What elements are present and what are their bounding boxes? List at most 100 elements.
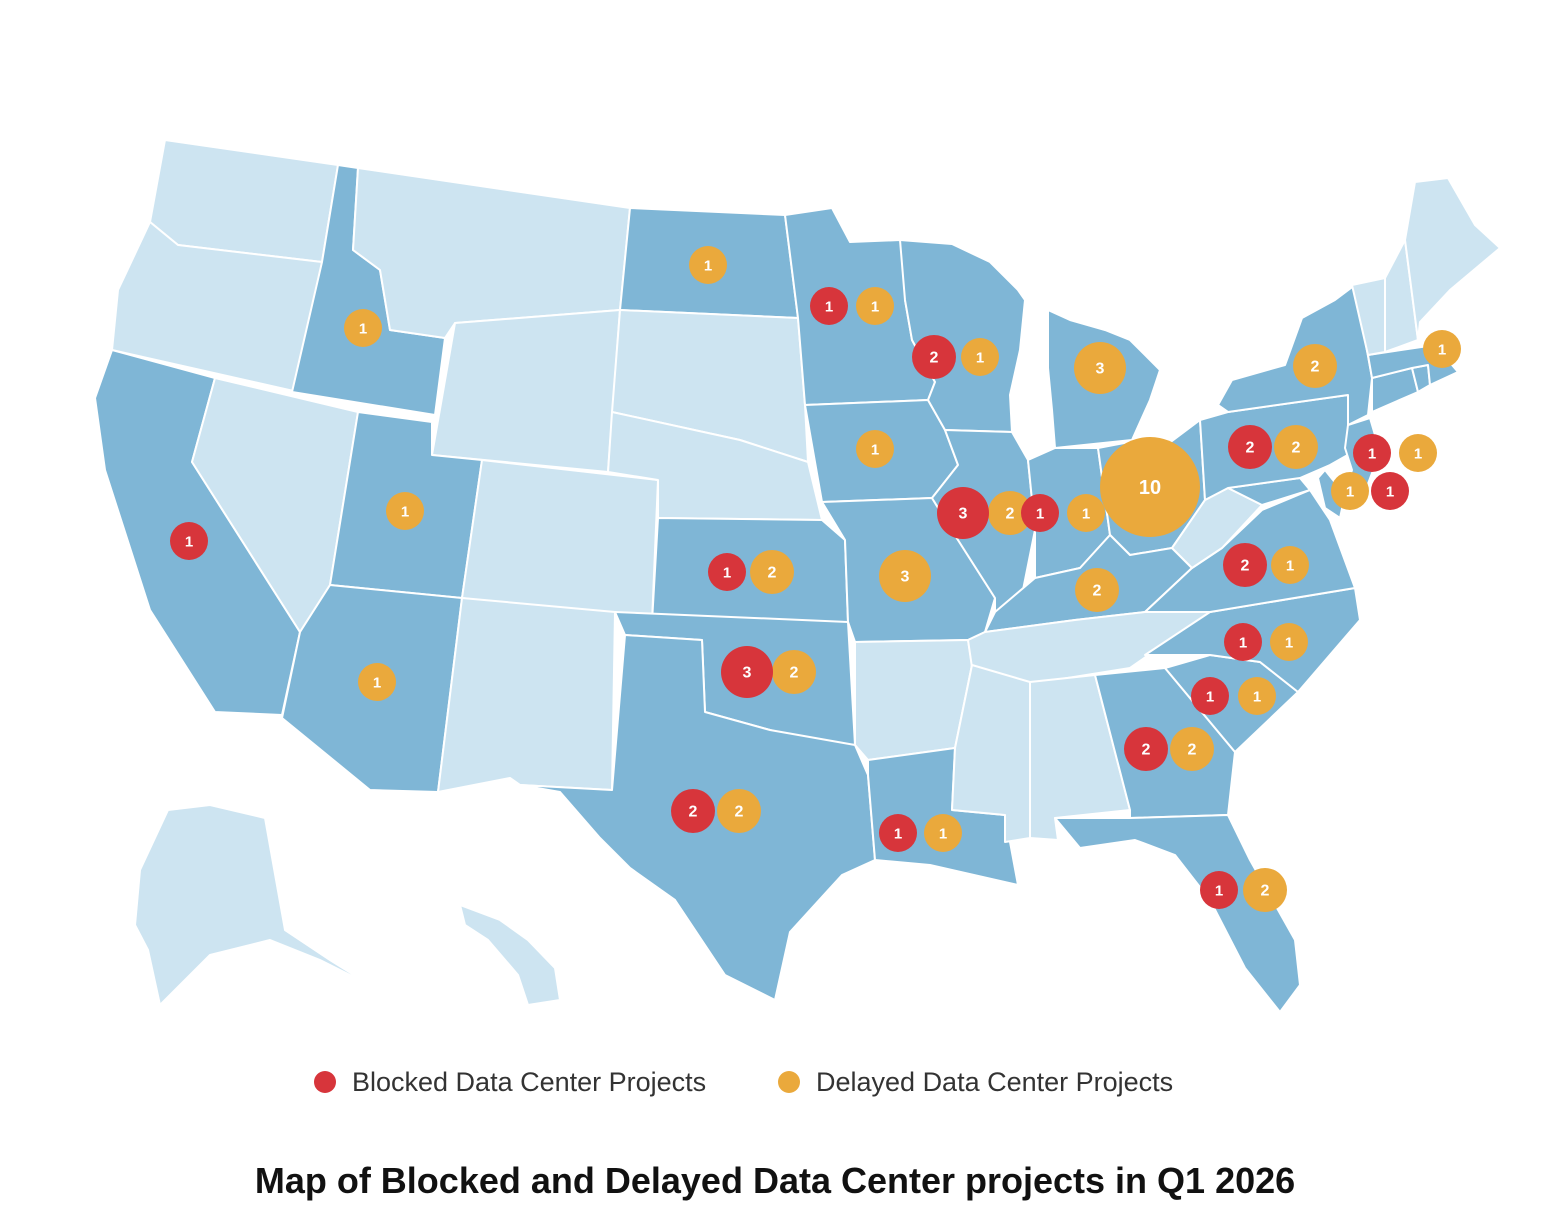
delayed-count-label: 1: [1082, 506, 1090, 523]
legend: Blocked Data Center Projects Delayed Dat…: [0, 1060, 1550, 1104]
delayed-count-label: 1: [1346, 484, 1354, 501]
bubbles-layer: 1 1 1 1 1 2 3 2 1 1 2 2 1 1 1 1 1 1 2 3 1 1 10 2 1 3 2 1 2 1 1 2 3 1 1 1 2 2 2…: [170, 246, 1461, 912]
delayed-marker-ia: 1: [856, 430, 894, 468]
state-ak: [134, 804, 371, 1006]
delayed-marker-ga: 2: [1170, 727, 1214, 771]
delayed-count-label: 2: [790, 665, 799, 682]
delayed-count-label: 2: [768, 565, 777, 582]
blocked-circle: [721, 646, 773, 698]
blocked-count-label: 3: [959, 506, 968, 523]
blocked-count-label: 1: [1206, 689, 1214, 706]
delayed-dot-icon: [778, 1071, 800, 1093]
blocked-count-label: 1: [894, 826, 902, 843]
delayed-circle: [1399, 434, 1437, 472]
blocked-marker-ga: 2: [1124, 727, 1168, 771]
us-states-map: 1 1 1 1 1 2 3 2 1 1 2 2 1 1 1 1 1 1 2 3 1 1 10 2 1 3 2 1 2 1 1 2 3 1 1 1 2 2 2…: [94, 139, 1501, 1013]
delayed-circle: [1270, 623, 1308, 661]
state-wa: [149, 139, 339, 263]
blocked-marker-ks: 1: [708, 553, 746, 591]
blocked-circle: [708, 553, 746, 591]
delayed-count-label: 2: [1093, 583, 1102, 600]
delayed-circle: [750, 550, 794, 594]
delayed-count-label: 1: [1285, 635, 1293, 652]
blocked-marker-il: 3: [937, 487, 989, 539]
legend-item-blocked: Blocked Data Center Projects: [314, 1060, 706, 1104]
blocked-circle: [1228, 425, 1272, 469]
legend-label-blocked: Blocked Data Center Projects: [352, 1066, 707, 1097]
delayed-circle: [924, 814, 962, 852]
blocked-count-label: 1: [1036, 506, 1044, 523]
delayed-count-label: 2: [1292, 440, 1301, 457]
delayed-count-label: 3: [1096, 361, 1105, 378]
state-fl: [1054, 814, 1301, 1013]
delayed-marker-ma: 1: [1423, 330, 1461, 368]
blocked-marker-wi: 2: [912, 335, 956, 379]
state-nm: [437, 597, 616, 793]
delayed-count-label: 2: [735, 804, 744, 821]
delayed-circle: [1293, 344, 1337, 388]
delayed-marker-in: 1: [1067, 494, 1105, 532]
blocked-circle: [912, 335, 956, 379]
delayed-circle: [717, 789, 761, 833]
delayed-count-label: 1: [704, 258, 712, 275]
blocked-marker-pa: 2: [1228, 425, 1272, 469]
delayed-count-label: 1: [939, 826, 947, 843]
state-me: [1404, 177, 1501, 341]
blocked-circle: [1223, 543, 1267, 587]
state-ar: [854, 639, 973, 761]
delayed-marker-nc: 1: [1270, 623, 1308, 661]
delayed-circle: [1074, 342, 1126, 394]
blocked-circle: [1224, 623, 1262, 661]
delayed-circle: [1067, 494, 1105, 532]
legend-label-delayed: Delayed Data Center Projects: [816, 1066, 1174, 1097]
blocked-marker-tx: 2: [671, 789, 715, 833]
delayed-marker-sc: 1: [1238, 677, 1276, 715]
blocked-circle: [810, 287, 848, 325]
delayed-count-label: 1: [1253, 689, 1261, 706]
blocked-count-label: 1: [825, 299, 833, 316]
delayed-count-label: 1: [1438, 342, 1446, 359]
blocked-marker-nj: 1: [1353, 434, 1391, 472]
delayed-circle: [856, 287, 894, 325]
blocked-count-label: 2: [1142, 742, 1151, 759]
blocked-marker-nc: 1: [1224, 623, 1262, 661]
blocked-circle: [1124, 727, 1168, 771]
blocked-count-label: 1: [723, 565, 731, 582]
delayed-marker-fl: 2: [1243, 868, 1287, 912]
delayed-circle: [358, 663, 396, 701]
blocked-dot-icon: [314, 1071, 336, 1093]
blocked-count-label: 2: [1241, 558, 1250, 575]
delayed-circle: [1271, 546, 1309, 584]
delayed-circle: [1331, 472, 1369, 510]
delayed-count-label: 10: [1139, 477, 1161, 499]
blocked-count-label: 1: [1368, 446, 1376, 463]
state-wy: [431, 309, 621, 473]
delayed-count-label: 1: [373, 675, 381, 692]
blocked-circle: [879, 814, 917, 852]
blocked-circle: [170, 522, 208, 560]
blocked-marker-mn: 1: [810, 287, 848, 325]
delayed-marker-mi: 3: [1074, 342, 1126, 394]
delayed-circle: [1243, 868, 1287, 912]
delayed-count-label: 2: [1311, 359, 1320, 376]
delayed-marker-tx: 2: [717, 789, 761, 833]
state-ks: [651, 517, 849, 623]
delayed-count-label: 1: [1414, 446, 1422, 463]
delayed-count-label: 1: [871, 442, 879, 459]
delayed-circle: [1100, 437, 1200, 537]
delayed-marker-pa: 2: [1274, 425, 1318, 469]
blocked-circle: [1200, 871, 1238, 909]
blocked-marker-va: 2: [1223, 543, 1267, 587]
delayed-marker-ky: 2: [1075, 568, 1119, 612]
delayed-marker-wi: 1: [961, 338, 999, 376]
delayed-circle: [961, 338, 999, 376]
delayed-marker-mn: 1: [856, 287, 894, 325]
delayed-count-label: 1: [1286, 558, 1294, 575]
state-hi: [459, 904, 561, 1006]
blocked-circle: [1353, 434, 1391, 472]
blocked-marker-de-md: 1: [1371, 472, 1409, 510]
blocked-marker-in: 1: [1021, 494, 1059, 532]
delayed-circle: [386, 492, 424, 530]
blocked-count-label: 1: [185, 534, 193, 551]
delayed-circle: [1423, 330, 1461, 368]
